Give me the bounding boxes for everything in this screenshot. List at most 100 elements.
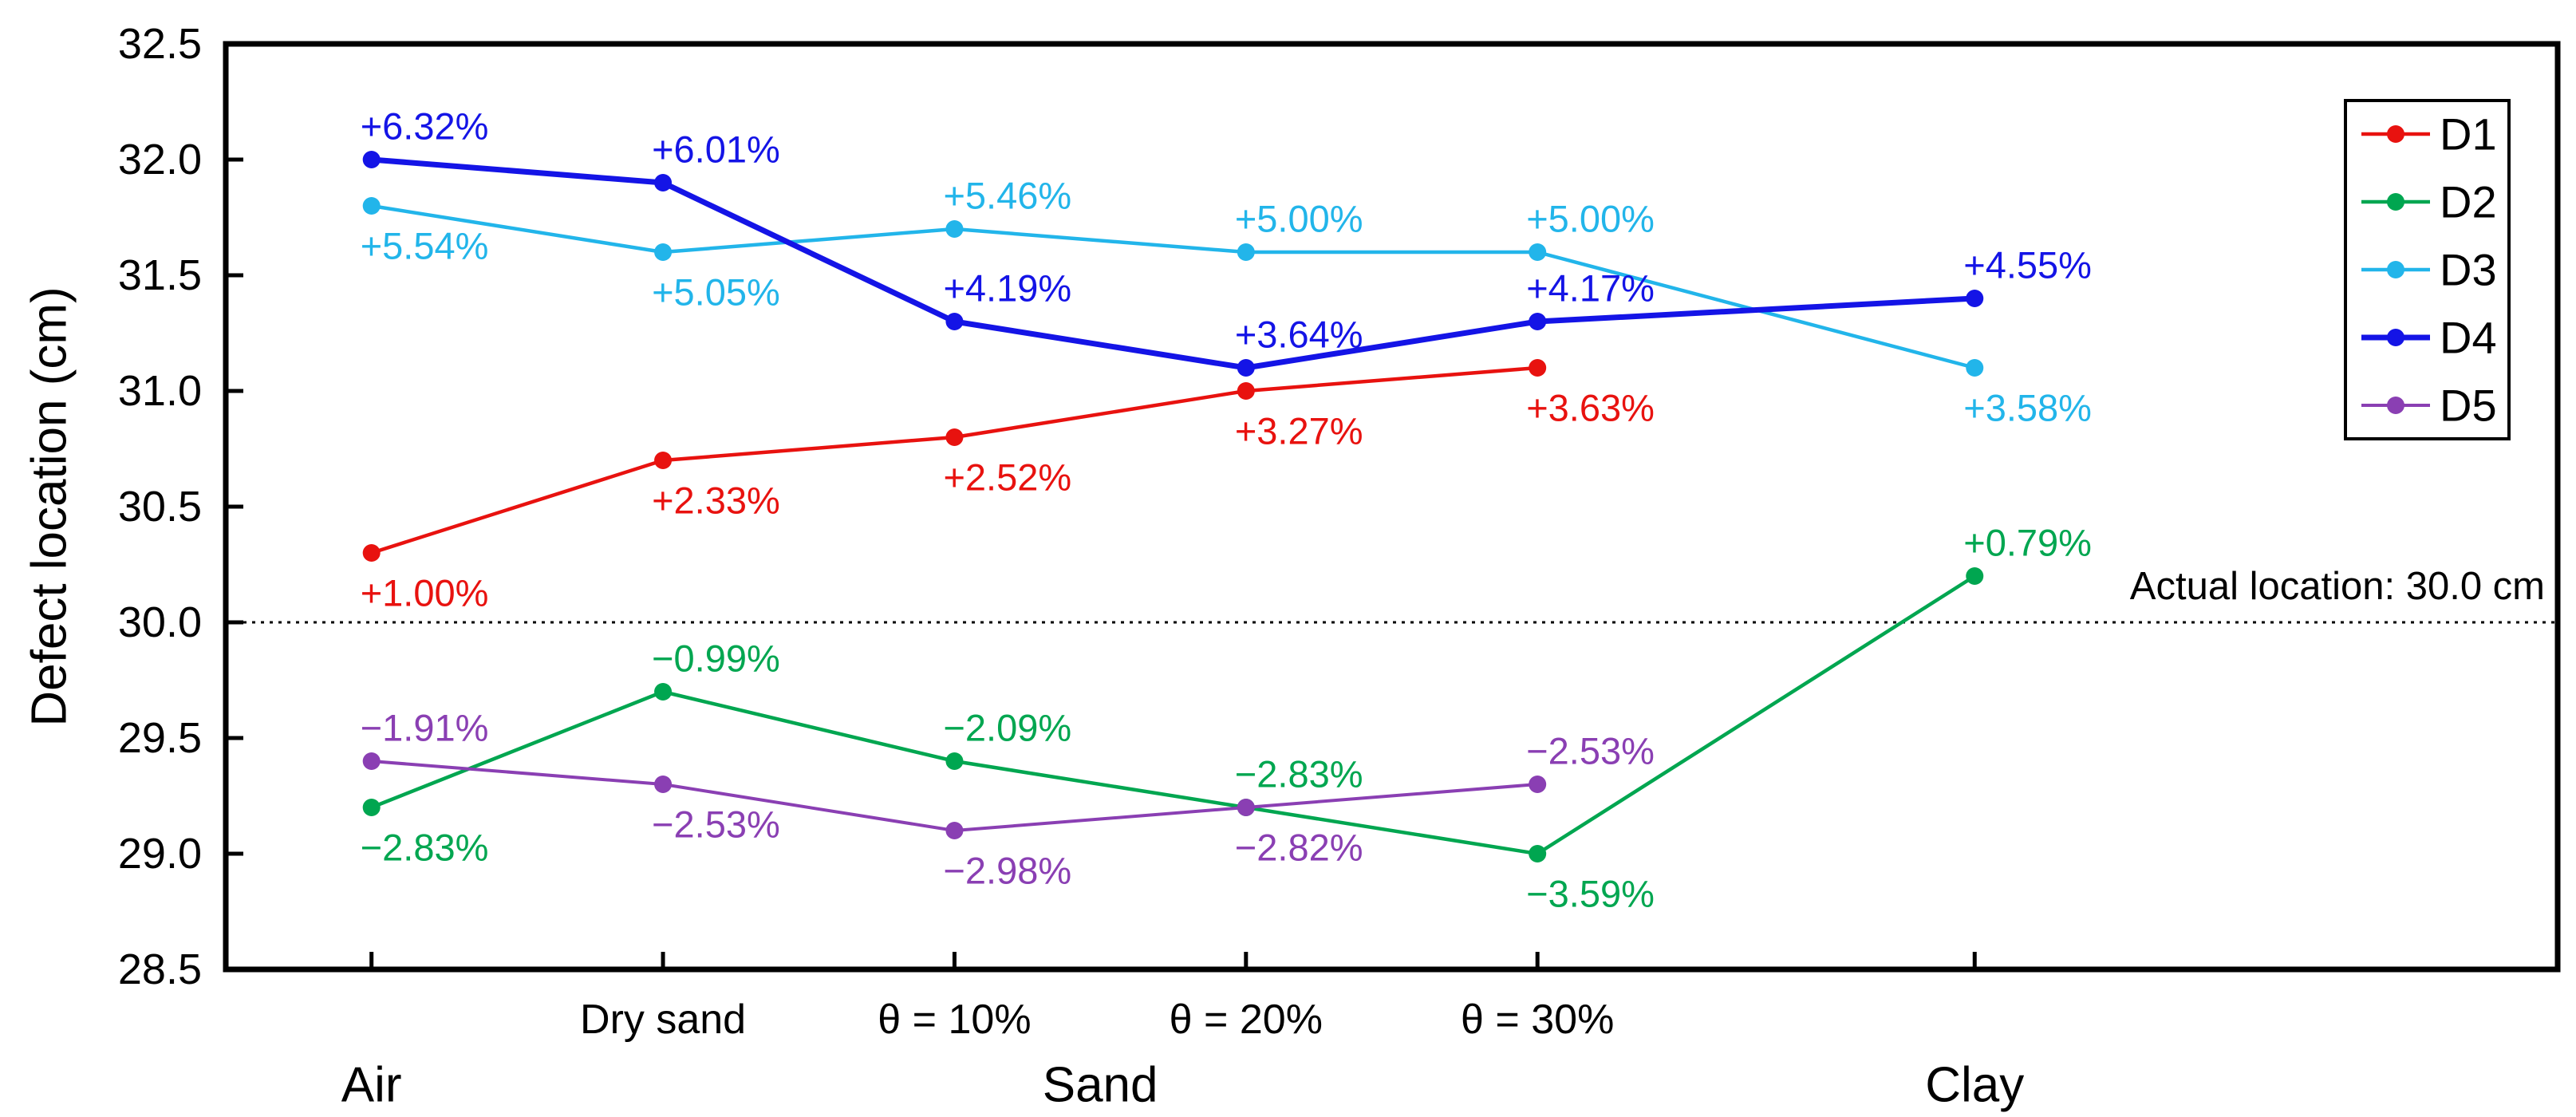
data-point-D2 [362,799,381,816]
data-point-D3 [362,197,381,215]
legend-entry-D2: D2 [2361,177,2497,227]
y-tick-label: 29.5 [118,714,202,762]
data-point-D1 [1237,382,1255,400]
data-point-D1 [362,544,381,562]
data-point-D5 [1529,776,1547,793]
x-tick-label: Dry sand [580,997,746,1043]
x-tick-label: θ = 10% [878,997,1031,1043]
data-point-D4 [1529,313,1547,330]
data-label-D1: +2.52% [943,456,1071,499]
data-point-D4 [945,313,964,330]
data-label-D5: −2.82% [1235,827,1363,869]
series-line-D2 [369,574,1977,856]
data-point-D5 [362,752,381,770]
data-label-D2: −2.83% [1235,753,1363,795]
data-point-D4 [1237,359,1255,377]
data-label-D1: +2.33% [652,480,780,522]
data-label-D1: +3.63% [1526,387,1655,429]
x-tick-label: Air [341,1058,402,1113]
legend-label-D2: D2 [2440,177,2497,227]
y-tick-label: 31.0 [118,367,202,415]
legend-label-D3: D3 [2440,245,2497,295]
data-point-D3 [654,243,673,261]
x-group-label: Sand [1043,1058,1158,1113]
data-point-D4 [1966,290,1984,307]
data-label-D3: +5.54% [361,225,489,267]
data-label-D3: +5.00% [1235,198,1363,240]
data-label-D4: +4.17% [1526,267,1655,310]
data-label-D3: +5.46% [943,175,1071,217]
legend-entry-D1: D1 [2361,109,2497,160]
legend-marker-D2 [2387,193,2404,211]
series-line-D4 [369,156,1978,371]
y-tick-label: 30.0 [118,598,202,646]
legend-marker-D5 [2387,397,2404,414]
legend-entry-D4: D4 [2361,313,2497,363]
data-point-D3 [945,220,964,238]
data-label-D3: +5.05% [652,271,780,314]
data-point-D2 [654,683,673,701]
data-label-D1: +1.00% [361,572,489,614]
y-tick-label: 29.0 [118,830,202,878]
data-label-D2: −2.83% [361,827,489,869]
actual-location-annotation: Actual location: 30.0 cm [2130,565,2545,608]
data-label-D2: −0.99% [652,637,780,680]
legend-marker-D4 [2387,329,2404,346]
data-point-D1 [654,452,673,469]
series-D3: +5.54% +5.05% +5.46% +5.00% +5.00% +3.58% [361,175,2092,429]
data-point-D1 [1529,359,1547,377]
series-line-D3 [369,203,1977,370]
data-point-D3 [1966,359,1984,377]
data-point-D5 [1237,799,1255,816]
y-tick-label: 31.5 [118,251,202,299]
legend-label-D5: D5 [2440,381,2497,431]
legend-entry-D3: D3 [2361,245,2497,295]
data-label-D3: +3.58% [1963,387,2092,429]
y-tick-label: 32.0 [118,136,202,184]
legend-marker-D3 [2387,261,2404,278]
data-point-D3 [1529,243,1547,261]
legend-label-D1: D1 [2440,109,2497,160]
data-label-D5: −2.53% [1526,730,1655,772]
data-label-D2: +0.79% [1963,522,2092,564]
series-D5: −1.91% −2.53% −2.98% −2.82% −2.53% [361,707,1655,892]
data-label-D4: +6.32% [361,105,489,148]
data-point-D2 [945,752,964,770]
data-label-D4: +4.55% [1963,244,2092,286]
legend-label-D4: D4 [2440,313,2497,363]
data-point-D5 [945,822,964,839]
x-tick-label: θ = 20% [1170,997,1323,1043]
data-label-D4: +3.64% [1235,314,1363,356]
y-tick-label: 28.5 [118,945,202,993]
data-point-D4 [654,174,673,191]
data-label-D2: −3.59% [1526,873,1655,915]
data-point-D5 [654,776,673,793]
data-point-D4 [362,151,381,168]
data-label-D1: +3.27% [1235,410,1363,452]
data-point-D3 [1237,243,1255,261]
data-label-D4: +4.19% [943,267,1071,310]
data-label-D4: +6.01% [652,128,780,171]
legend: D1 D2 D3 D4 D5 [2344,99,2511,440]
legend-entry-D5: D5 [2361,381,2497,431]
data-label-D2: −2.09% [943,707,1071,749]
data-label-D5: −2.98% [943,850,1071,892]
series-D2: −2.83% −0.99% −2.09% −2.83% −3.59% +0.79% [361,522,2092,915]
data-point-D2 [1529,845,1547,862]
data-label-D5: −1.91% [361,707,489,749]
series-D4: +6.32% +6.01% +4.19% +3.64% +4.17% +4.55% [361,105,2092,377]
series-D1: +1.00% +2.33% +2.52% +3.27% +3.63% [361,359,1655,614]
data-point-D2 [1966,567,1984,585]
x-axis: Air Dry sand θ = 10% θ = 20% θ = 30% Clay Sand [341,952,2024,1113]
legend-marker-D1 [2387,125,2404,143]
y-tick-label: 30.5 [118,483,202,531]
x-tick-label: θ = 30% [1461,997,1614,1043]
data-label-D3: +5.00% [1526,198,1655,240]
y-tick-label: 32.5 [118,20,202,68]
data-point-D1 [945,428,964,446]
x-tick-label: Clay [1925,1058,2024,1113]
y-axis: 32.5 32.0 31.5 31.0 30.5 30.0 29.5 29.0 28.5 [118,20,243,993]
data-label-D5: −2.53% [652,803,780,846]
